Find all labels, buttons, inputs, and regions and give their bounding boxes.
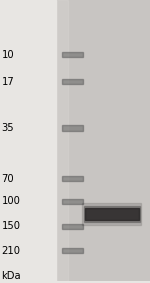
Bar bbox=[56, 0, 68, 281]
Text: 10: 10 bbox=[2, 50, 14, 60]
Bar bbox=[62, 248, 83, 254]
Text: 17: 17 bbox=[2, 77, 14, 87]
Bar bbox=[0, 0, 56, 281]
Text: 100: 100 bbox=[2, 196, 20, 206]
Bar bbox=[62, 176, 83, 181]
Text: kDa: kDa bbox=[2, 271, 21, 280]
Text: 70: 70 bbox=[2, 173, 14, 184]
Text: 35: 35 bbox=[2, 123, 14, 133]
Bar bbox=[62, 199, 83, 204]
Text: 210: 210 bbox=[2, 246, 21, 256]
Text: 150: 150 bbox=[2, 221, 21, 231]
Bar bbox=[82, 203, 141, 225]
Bar bbox=[84, 206, 140, 222]
Bar bbox=[62, 125, 83, 130]
Bar bbox=[62, 224, 83, 229]
Bar bbox=[85, 208, 139, 220]
Bar bbox=[62, 79, 83, 84]
Bar bbox=[62, 52, 83, 57]
Bar bbox=[56, 0, 150, 281]
